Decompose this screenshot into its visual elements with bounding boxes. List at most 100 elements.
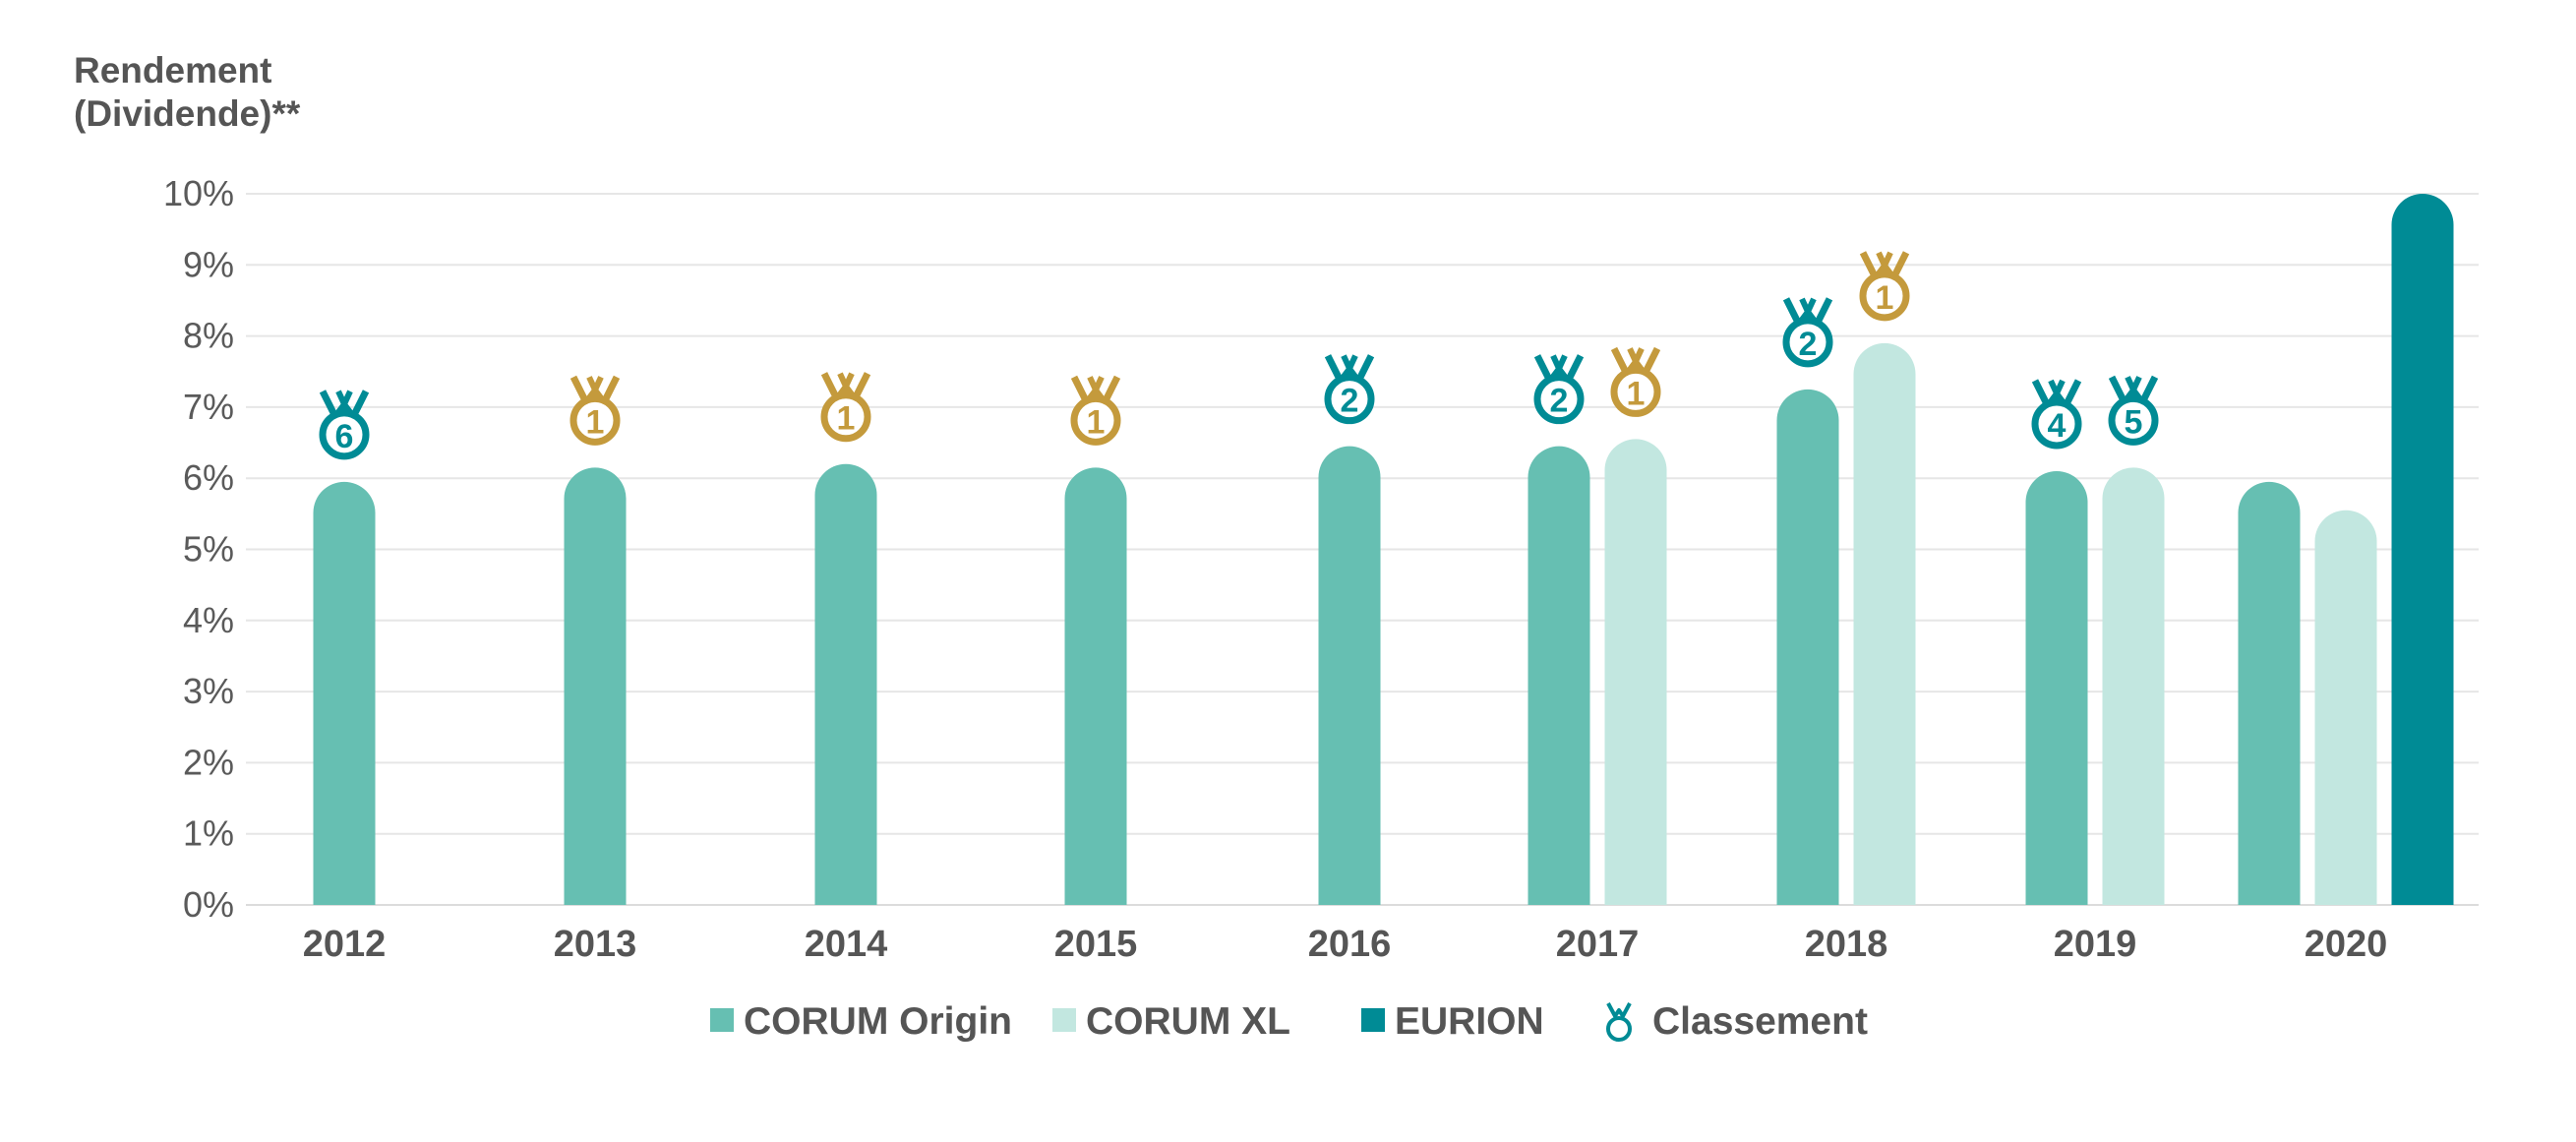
y-tick-label: 0% bbox=[183, 884, 234, 925]
medal-disc bbox=[569, 394, 621, 446]
medal-icon-disc bbox=[1606, 1016, 1632, 1042]
legend-label: CORUM XL bbox=[1086, 1000, 1290, 1043]
legend-item: Classement bbox=[1606, 1000, 1868, 1043]
medal-ribbon bbox=[1533, 354, 1585, 386]
bar-corum-origin-2012 bbox=[313, 481, 376, 905]
medal-ribbon-inner bbox=[1633, 347, 1645, 363]
medal-rank: 1 bbox=[1876, 279, 1894, 317]
y-tick-label: 10% bbox=[163, 173, 234, 213]
medal-ribbon-inner bbox=[843, 372, 855, 388]
medal-ribbon-inner bbox=[1093, 376, 1105, 391]
legend-label: Classement bbox=[1652, 1000, 1868, 1043]
x-tick-label: 2013 bbox=[554, 924, 637, 965]
medal-ribbon bbox=[820, 372, 871, 403]
y-tick-label: 3% bbox=[183, 671, 234, 711]
bar-corum-origin-2015 bbox=[1064, 467, 1127, 905]
x-tick-label: 2015 bbox=[1054, 924, 1138, 965]
medal-rank: 1 bbox=[586, 403, 605, 441]
medal-ribbon bbox=[319, 390, 370, 421]
bar-corum-origin-2013 bbox=[564, 467, 627, 905]
x-tick-label: 2019 bbox=[2054, 924, 2137, 965]
legend-swatch bbox=[1361, 1008, 1385, 1032]
medal-ribbon bbox=[2108, 375, 2159, 406]
y-tick-label: 7% bbox=[183, 387, 234, 427]
medal-disc bbox=[820, 391, 871, 443]
medal-disc bbox=[1610, 366, 1661, 417]
medal-icon: 2 bbox=[1324, 354, 1375, 425]
medal-ribbon-inner bbox=[592, 376, 604, 391]
medal-disc bbox=[2108, 394, 2159, 446]
legend-swatch bbox=[710, 1008, 734, 1032]
legend-item: CORUM XL bbox=[1052, 1000, 1290, 1043]
x-tick-label: 2012 bbox=[303, 924, 387, 965]
bar-corum-xl-2019 bbox=[2102, 467, 2165, 905]
medal-ribbon bbox=[1782, 297, 1833, 329]
medal-disc bbox=[1533, 374, 1585, 425]
medal-ribbon-inner bbox=[2130, 376, 2142, 391]
medal-rank: 2 bbox=[1799, 326, 1818, 363]
legend-item: CORUM Origin bbox=[710, 1000, 1012, 1043]
x-tick-label: 2017 bbox=[1556, 924, 1640, 965]
medal-icon: 1 bbox=[1610, 346, 1661, 417]
medal-icon: 1 bbox=[569, 375, 621, 446]
medal-disc bbox=[1859, 270, 1910, 322]
medal-icon: 1 bbox=[1070, 375, 1121, 446]
medal-rank: 2 bbox=[1550, 383, 1569, 420]
bar-corum-origin-2014 bbox=[814, 463, 877, 905]
medal-icon: 1 bbox=[820, 372, 871, 443]
medal-rank: 1 bbox=[837, 400, 856, 438]
bar-corum-origin-2017 bbox=[1528, 446, 1590, 905]
medal-disc bbox=[319, 409, 370, 460]
x-tick-label: 2016 bbox=[1308, 924, 1392, 965]
legend-item: EURION bbox=[1361, 1000, 1544, 1043]
medal-ribbon bbox=[1610, 346, 1661, 378]
medal-ribbon bbox=[569, 375, 621, 406]
medal-ribbon-inner bbox=[1556, 354, 1568, 370]
legend-label: CORUM Origin bbox=[744, 1000, 1012, 1043]
medal-ribbon bbox=[1859, 251, 1910, 282]
medal-rank: 5 bbox=[2125, 403, 2143, 441]
medal-icon: 4 bbox=[2031, 379, 2082, 450]
y-tick-label: 1% bbox=[183, 813, 234, 854]
y-axis-label-line: Rendement bbox=[74, 50, 271, 90]
medal-ribbon-inner bbox=[2054, 379, 2066, 395]
medal-disc bbox=[1324, 374, 1375, 425]
y-axis-label: Rendement (Dividende)** bbox=[74, 50, 301, 134]
medal-disc bbox=[1070, 394, 1121, 446]
medal-icon: 1 bbox=[1859, 251, 1910, 322]
bar-corum-origin-2018 bbox=[1776, 389, 1839, 905]
legend-label: EURION bbox=[1395, 1000, 1544, 1043]
y-tick-label: 8% bbox=[183, 316, 234, 356]
y-tick-label: 5% bbox=[183, 529, 234, 570]
bar-eurion-2020 bbox=[2391, 194, 2454, 906]
medal-disc bbox=[2031, 398, 2082, 450]
medal-rank: 2 bbox=[1341, 383, 1359, 420]
y-tick-label: 2% bbox=[183, 742, 234, 782]
medal-icon bbox=[1606, 1002, 1632, 1018]
medal-icon: 5 bbox=[2108, 375, 2159, 446]
bar-corum-xl-2017 bbox=[1604, 439, 1667, 905]
x-tick-label: 2014 bbox=[805, 924, 888, 965]
medal-ribbon bbox=[2031, 379, 2082, 410]
medal-icon: 2 bbox=[1782, 297, 1833, 368]
medal-ribbon-inner bbox=[1805, 297, 1817, 314]
y-tick-label: 6% bbox=[183, 457, 234, 498]
bar-corum-xl-2018 bbox=[1853, 342, 1916, 905]
y-tick-label: 9% bbox=[183, 244, 234, 284]
medal-ribbon bbox=[1070, 375, 1121, 406]
medal-rank: 1 bbox=[1627, 375, 1646, 412]
bar-corum-origin-2019 bbox=[2025, 470, 2088, 905]
legend-swatch bbox=[1052, 1008, 1076, 1032]
x-tick-label: 2020 bbox=[2305, 924, 2388, 965]
x-tick-label: 2018 bbox=[1805, 924, 1888, 965]
medal-icon: 2 bbox=[1533, 354, 1585, 425]
medal-rank: 1 bbox=[1087, 403, 1106, 441]
medal-ribbon bbox=[1324, 354, 1375, 386]
bar-corum-xl-2020 bbox=[2314, 510, 2377, 905]
medal-ribbon-inner bbox=[1882, 251, 1893, 268]
medal-ribbon-inner bbox=[1347, 354, 1358, 370]
y-tick-label: 4% bbox=[183, 600, 234, 640]
medal-rank: 4 bbox=[2048, 407, 2067, 445]
